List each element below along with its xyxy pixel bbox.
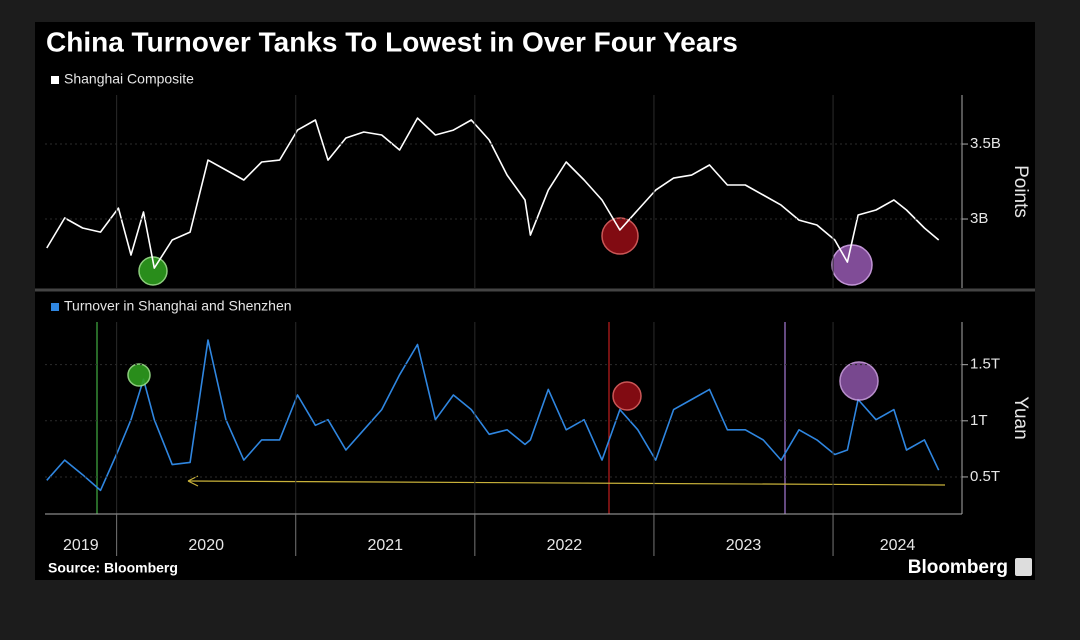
legend-swatch: [51, 303, 59, 311]
y-tick-label: 1.5T: [970, 356, 1000, 373]
y-axis-title: Points: [1010, 165, 1031, 218]
annotation-circle: [839, 361, 879, 401]
x-tick-label: 2024: [880, 537, 916, 554]
annotation-circle: [601, 217, 639, 255]
y-tick-label: 3B: [970, 210, 988, 227]
y-axis-title: Yuan: [1010, 396, 1031, 439]
annotation-circle: [127, 363, 151, 387]
x-tick-label: 2022: [547, 537, 583, 554]
data-line: [46, 339, 940, 492]
x-tick-label: 2023: [726, 537, 762, 554]
y-tick-label: 1T: [970, 412, 988, 429]
y-tick-label: 0.5T: [970, 468, 1000, 485]
x-tick-label: 2020: [188, 537, 224, 554]
brand-icon: [1015, 558, 1032, 576]
annotation-circle: [831, 244, 873, 286]
chart-title: China Turnover Tanks To Lowest in Over F…: [46, 26, 738, 57]
legend-label: Turnover in Shanghai and Shenzhen: [64, 298, 292, 314]
data-line: [46, 117, 940, 269]
chart-background: [35, 22, 1035, 580]
x-tick-label: 2019: [63, 537, 99, 554]
annotation-circle: [612, 381, 642, 411]
x-tick-label: 2021: [367, 537, 403, 554]
legend-label: Shanghai Composite: [64, 71, 194, 87]
annotation-arrow: [187, 480, 946, 486]
y-tick-label: 3.5B: [970, 135, 1001, 152]
annotation-circle: [138, 256, 168, 286]
source: Source: Bloomberg: [48, 560, 178, 576]
brand: Bloomberg: [908, 557, 1008, 578]
legend-swatch: [51, 76, 59, 84]
